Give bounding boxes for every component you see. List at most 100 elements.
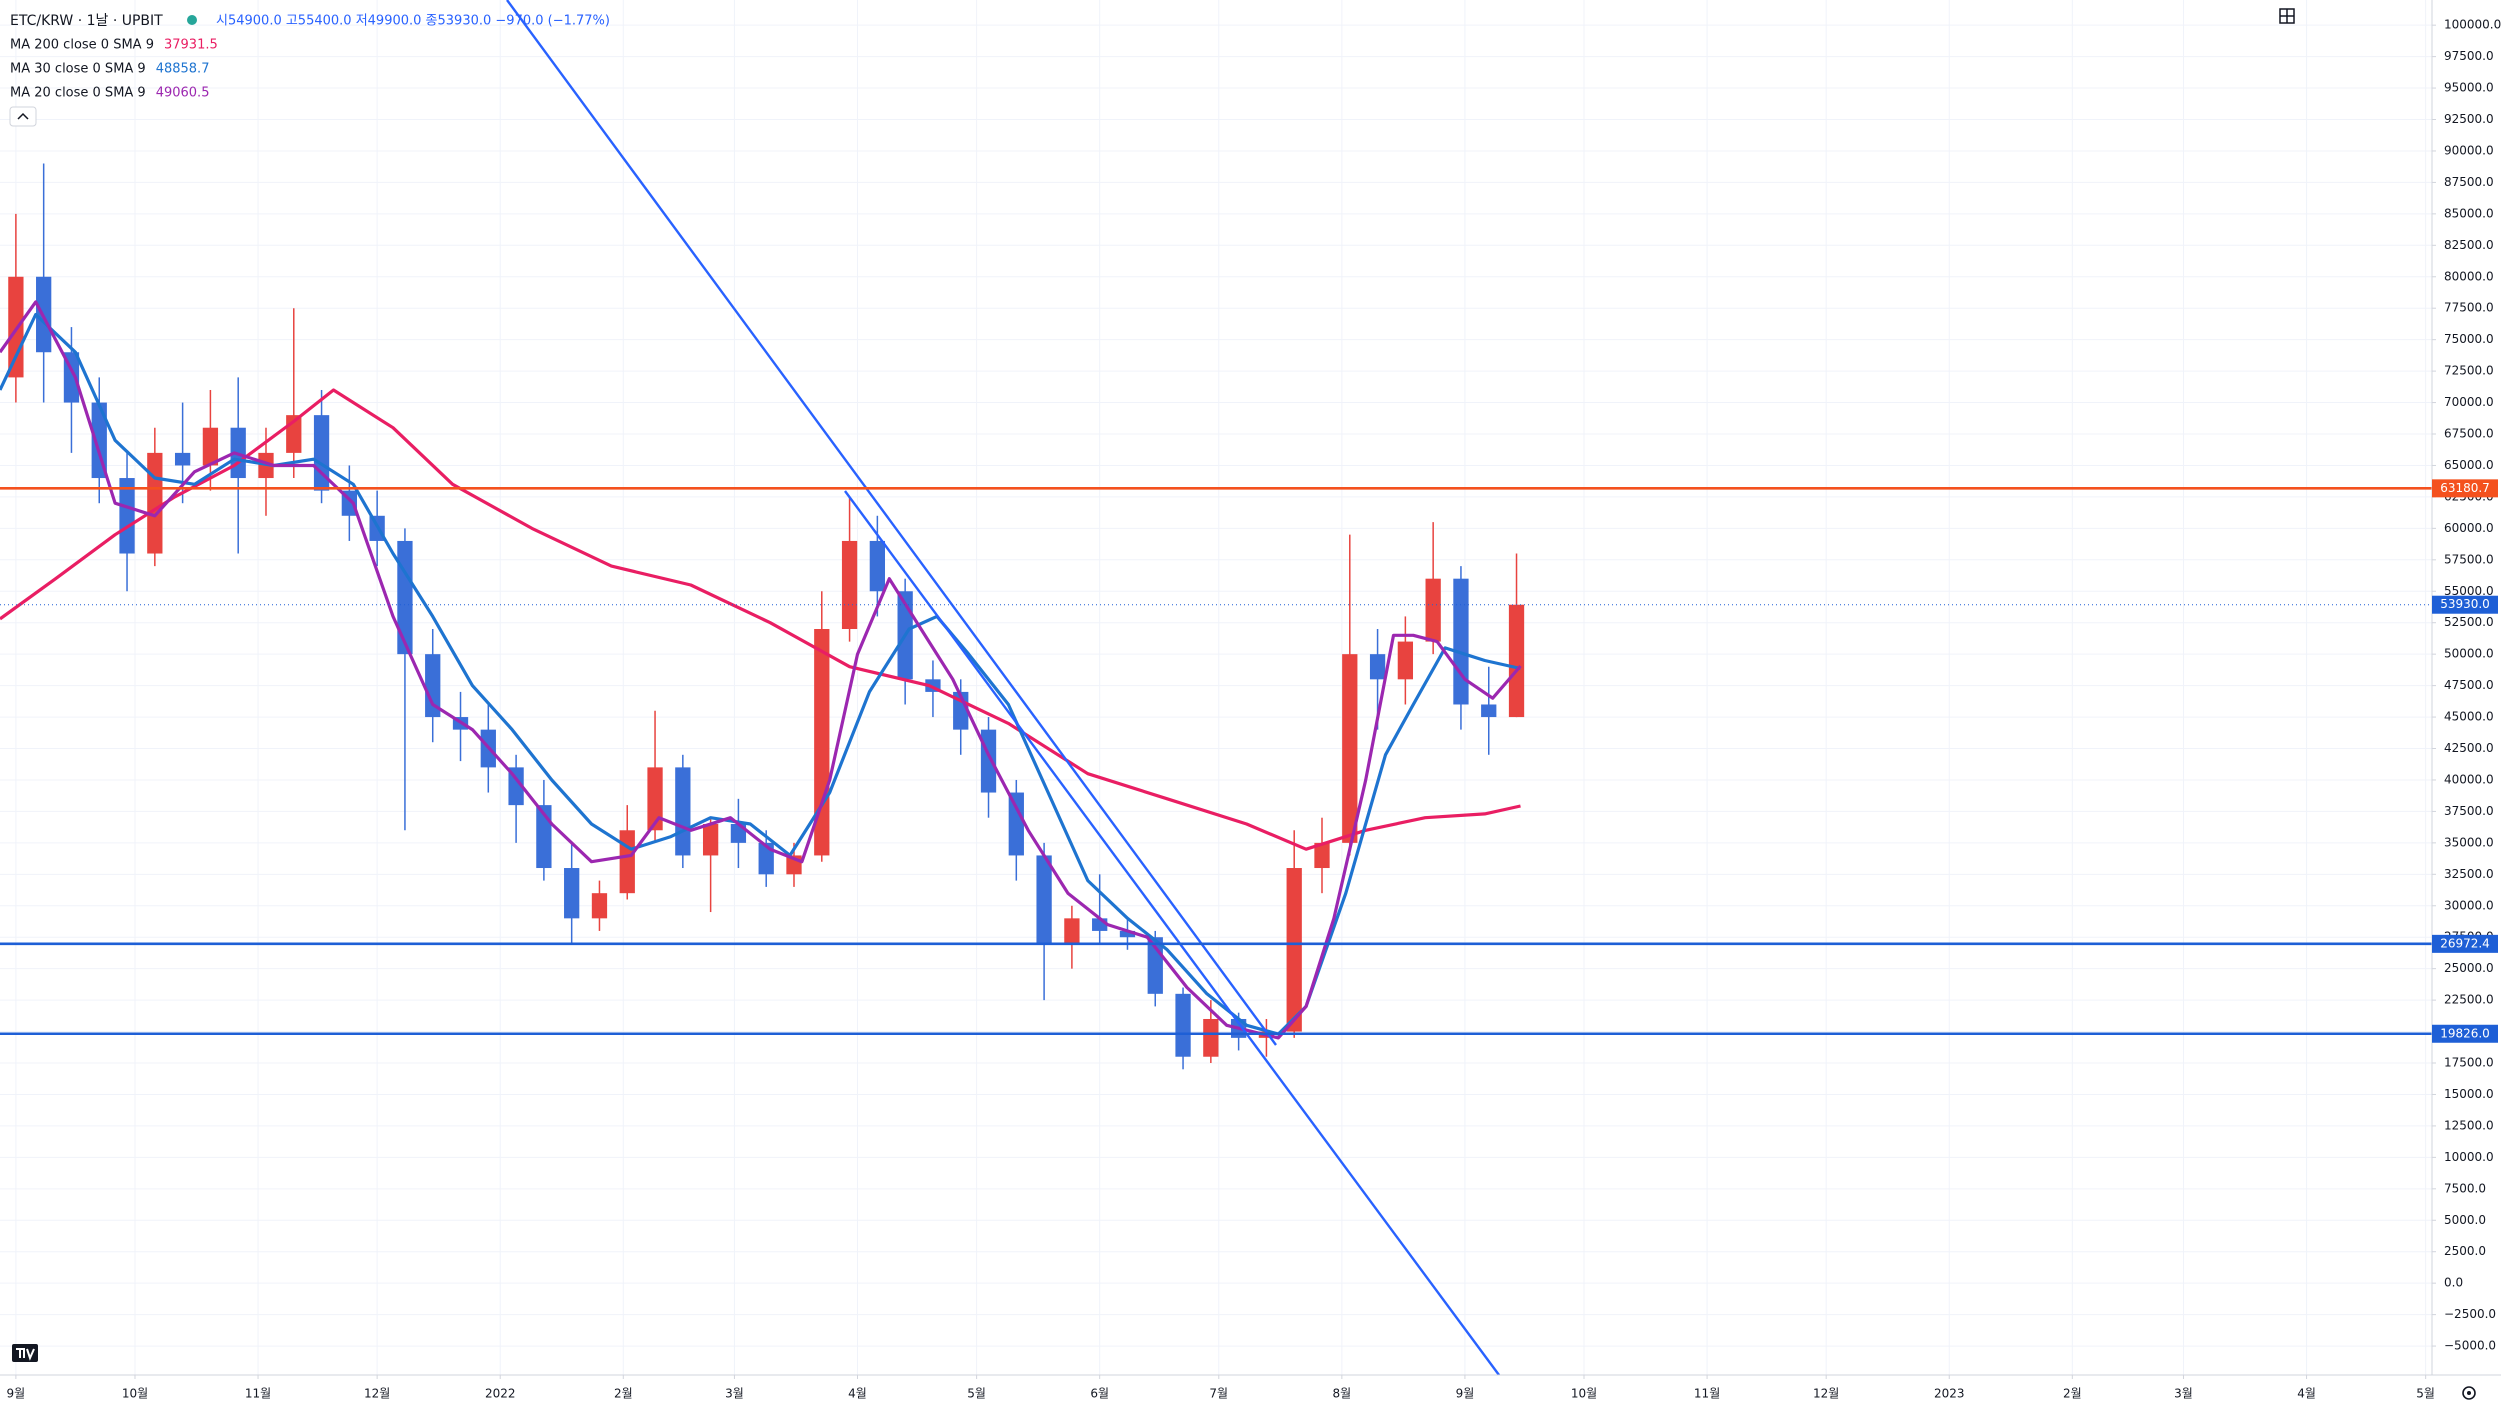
candle-body xyxy=(1342,654,1358,843)
candle-body xyxy=(174,452,191,466)
x-tick-label: 5월 xyxy=(2416,1387,2435,1401)
x-tick-label: 3월 xyxy=(725,1387,744,1401)
x-tick-label: 11월 xyxy=(245,1387,271,1401)
settings-button[interactable] xyxy=(2462,1386,2476,1400)
y-tick-label: 70000.0 xyxy=(2444,395,2494,409)
settings-icon xyxy=(2462,1386,2476,1400)
y-tick-label: 82500.0 xyxy=(2444,238,2494,252)
x-tick-label: 2022 xyxy=(485,1387,516,1401)
price-lines xyxy=(0,487,2432,1036)
market-status xyxy=(187,15,197,25)
collapse-legend-button[interactable] xyxy=(9,106,37,127)
candle-body xyxy=(313,415,330,491)
candle-body xyxy=(1369,654,1386,680)
candle-body xyxy=(980,729,997,793)
y-tick-label: 95000.0 xyxy=(2444,81,2494,95)
price-tag xyxy=(2432,1024,2498,1043)
y-tick-label: 97500.0 xyxy=(2444,49,2494,63)
y-tick-label: 85000.0 xyxy=(2444,206,2494,220)
price-tag-label: 19826.0 xyxy=(2440,1026,2490,1040)
plot xyxy=(0,163,1525,1070)
candle-body xyxy=(91,402,107,479)
candle-body xyxy=(147,452,163,554)
logo-glyph xyxy=(16,1348,35,1361)
candle-body xyxy=(591,893,608,919)
y-tick-label: 15000.0 xyxy=(2444,1087,2494,1101)
y-tick-label: 52500.0 xyxy=(2444,615,2494,629)
y-tick-label: 100000.0 xyxy=(2444,18,2501,32)
time-axis xyxy=(0,1375,2501,1412)
x-tick-label: 12월 xyxy=(1813,1387,1839,1401)
settings-icon xyxy=(2467,1391,2471,1395)
y-tick-label: 77500.0 xyxy=(2444,301,2494,315)
candle-body xyxy=(702,823,719,856)
trend-line xyxy=(844,490,1500,1376)
y-tick-label: 35000.0 xyxy=(2444,835,2494,849)
y-tick-label: 50000.0 xyxy=(2444,647,2494,661)
y-tick-label: 60000.0 xyxy=(2444,521,2494,535)
x-tick-label: 8월 xyxy=(1333,1387,1352,1401)
legend-value: 48858.7 xyxy=(156,62,210,77)
x-tick-label: 4월 xyxy=(2297,1387,2316,1401)
x-tick-label: 4월 xyxy=(848,1387,867,1401)
price-tag xyxy=(2432,934,2498,953)
y-tick-label: −5000.0 xyxy=(2444,1339,2496,1353)
y-tick-label: 47500.0 xyxy=(2444,678,2494,692)
axes: 100000.0 97500.0 95000.0 92500.0 90000.0 8750… xyxy=(7,18,2501,1401)
header: ETC/KRW · 1날 · UPBIT 시54900.0 고55400.0 저… xyxy=(9,13,610,127)
y-tick-label: −2500.0 xyxy=(2444,1307,2496,1321)
y-tick-label: 2500.0 xyxy=(2444,1244,2486,1258)
candle-body xyxy=(1453,578,1469,705)
y-tick-label: 0.0 xyxy=(2444,1276,2463,1290)
x-tick-label: 2023 xyxy=(1934,1387,1965,1401)
y-tick-label: 32500.0 xyxy=(2444,867,2494,881)
candle-body xyxy=(508,767,524,806)
y-tick-label: 45000.0 xyxy=(2444,710,2494,724)
x-tick-label: 10월 xyxy=(1571,1387,1597,1401)
moving-average-line xyxy=(0,300,1522,1040)
y-tick-label: 10000.0 xyxy=(2444,1150,2494,1164)
x-tick-label: 3월 xyxy=(2174,1387,2193,1401)
x-tick-label: 9월 xyxy=(7,1387,26,1401)
y-tick-label: 17500.0 xyxy=(2444,1056,2494,1070)
candle-body xyxy=(1508,604,1525,718)
trend-line xyxy=(506,0,1277,1046)
y-tick-label: 5000.0 xyxy=(2444,1213,2486,1227)
y-tick-label: 7500.0 xyxy=(2444,1181,2486,1195)
x-tick-label: 2월 xyxy=(614,1387,633,1401)
candle-body xyxy=(619,830,635,894)
candle-body xyxy=(841,540,858,630)
y-tick-label: 75000.0 xyxy=(2444,332,2494,346)
y-tick-label: 30000.0 xyxy=(2444,898,2494,912)
legend-label: MA 200 close 0 SMA 9 xyxy=(10,38,154,53)
candle-body xyxy=(869,540,886,592)
symbol-title: ETC/KRW · 1날 · UPBIT xyxy=(10,13,163,29)
candle-body xyxy=(1203,1018,1219,1057)
collapse-icon xyxy=(17,112,29,120)
y-tick-label: 57500.0 xyxy=(2444,552,2494,566)
y-tick-label: 72500.0 xyxy=(2444,364,2494,378)
y-tick-label: 12500.0 xyxy=(2444,1118,2494,1132)
price-axis xyxy=(2432,0,2501,1412)
y-tick-label: 42500.0 xyxy=(2444,741,2494,755)
price-tag-label: 26972.4 xyxy=(2440,936,2490,950)
grid xyxy=(0,0,2432,1375)
legend-label: MA 20 close 0 SMA 9 xyxy=(10,86,146,101)
y-tick-label: 80000.0 xyxy=(2444,269,2494,283)
price-tag xyxy=(2432,479,2498,498)
tv-logo xyxy=(12,1344,38,1362)
y-tick-label: 67500.0 xyxy=(2444,427,2494,441)
fullscreen-button[interactable] xyxy=(2279,8,2295,24)
y-tick-label: 37500.0 xyxy=(2444,804,2494,818)
candle-body xyxy=(202,427,219,466)
moving-average-line xyxy=(0,388,1521,851)
x-tick-label: 2월 xyxy=(2063,1387,2082,1401)
candle-body xyxy=(675,767,691,856)
y-tick-label: 55000.0 xyxy=(2444,584,2494,598)
candle-body xyxy=(1064,918,1080,944)
x-tick-label: 12월 xyxy=(364,1387,390,1401)
y-tick-label: 40000.0 xyxy=(2444,772,2494,786)
candle-body xyxy=(119,478,135,554)
candle-body xyxy=(564,868,580,919)
